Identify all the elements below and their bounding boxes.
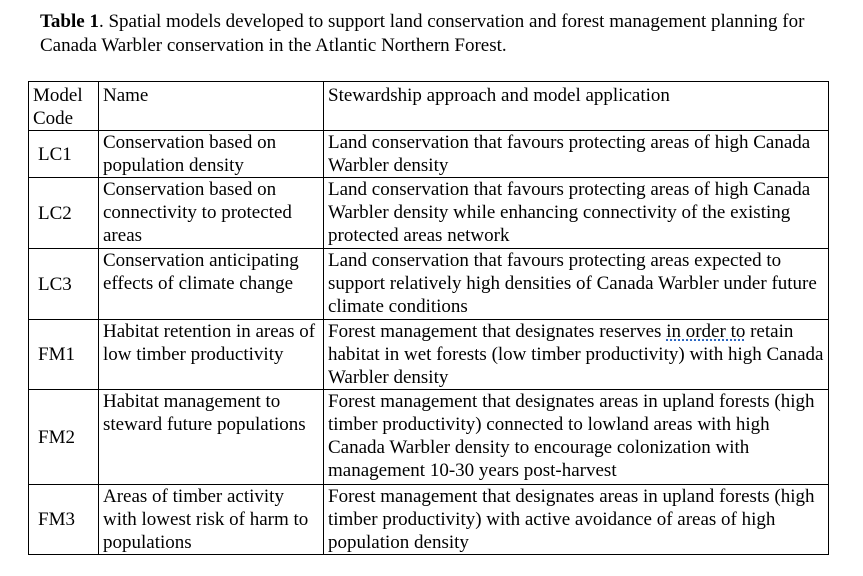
model-code: LC3	[28, 248, 99, 320]
table-row: LC2 Conservation based on connectivity t…	[28, 177, 829, 249]
header-model-code: Model Code	[28, 81, 99, 131]
header-name: Name	[98, 81, 324, 131]
model-code: FM3	[28, 484, 99, 555]
table-row: LC3 Conservation anticipating effects of…	[28, 248, 829, 320]
model-name: Conservation anticipating effects of cli…	[98, 248, 324, 320]
grammar-flagged-phrase: in order to	[666, 321, 746, 342]
model-name: Conservation based on connectivity to pr…	[98, 177, 324, 249]
model-code: FM2	[28, 389, 99, 485]
model-name: Areas of timber activity with lowest ris…	[98, 484, 324, 555]
model-code: LC1	[28, 130, 99, 178]
model-approach: Forest management that designates areas …	[323, 389, 829, 485]
model-approach: Land conservation that favours protectin…	[323, 248, 829, 320]
approach-text-pre: Forest management that designates reserv…	[328, 321, 667, 342]
model-approach: Forest management that designates reserv…	[323, 319, 829, 390]
model-code: FM1	[28, 319, 99, 390]
caption-text: . Spatial models developed to support la…	[40, 11, 805, 56]
table-row: FM3 Areas of timber activity with lowest…	[28, 484, 829, 555]
table-row: FM2 Habitat management to steward future…	[28, 389, 829, 485]
model-name: Habitat management to steward future pop…	[98, 389, 324, 485]
approach-text-post: retain habitat in wet forests (low timbe…	[328, 321, 824, 388]
table-row: LC1 Conservation based on population den…	[28, 130, 829, 178]
table-row: FM1 Habitat retention in areas of low ti…	[28, 319, 829, 390]
model-approach: Forest management that designates areas …	[323, 484, 829, 555]
caption-label: Table 1	[40, 11, 99, 32]
table-caption: Table 1. Spatial models developed to sup…	[40, 10, 840, 58]
models-table: Model Code Name Stewardship approach and…	[28, 81, 829, 555]
model-name: Habitat retention in areas of low timber…	[98, 319, 324, 390]
model-code: LC2	[28, 177, 99, 249]
table-header-row: Model Code Name Stewardship approach and…	[28, 81, 829, 131]
header-approach: Stewardship approach and model applicati…	[323, 81, 829, 131]
model-name: Conservation based on population density	[98, 130, 324, 178]
model-approach: Land conservation that favours protectin…	[323, 130, 829, 178]
model-approach: Land conservation that favours protectin…	[323, 177, 829, 249]
